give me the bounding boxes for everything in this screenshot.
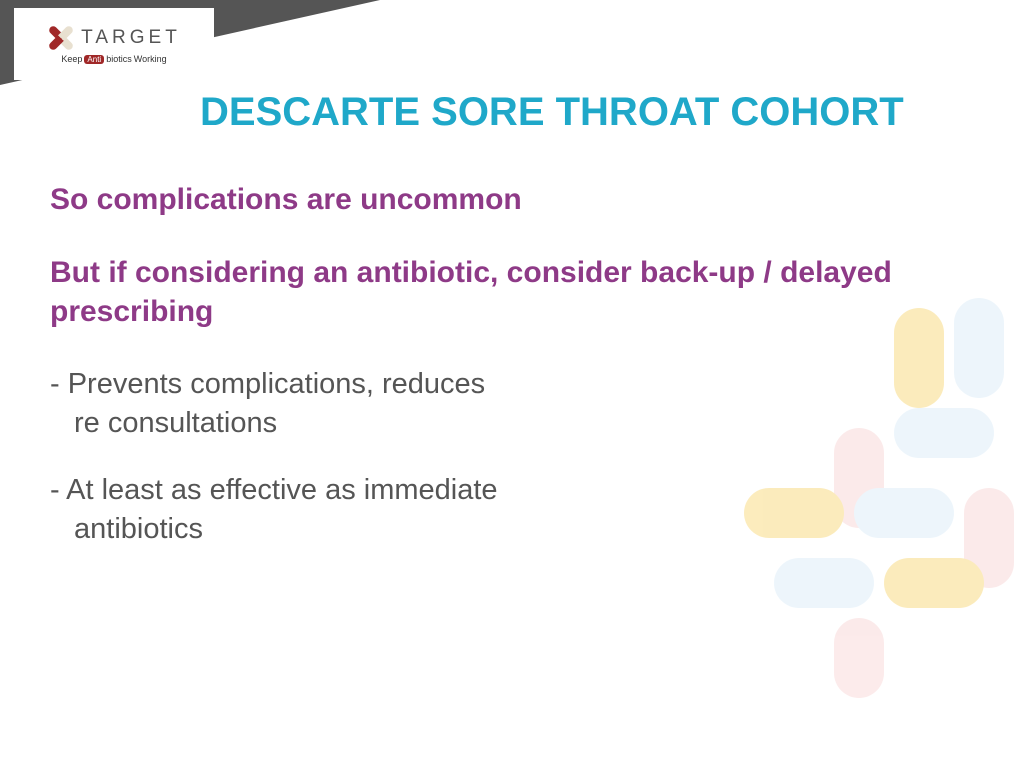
tagline-mid: biotics [106, 54, 132, 64]
tagline-pre: Keep [61, 54, 82, 64]
bullet-1: - Prevents complications, reduces re con… [50, 365, 974, 443]
logo: TARGET Keep Antibiotics Working [14, 8, 214, 80]
bullet-2: - At least as effective as immediate ant… [50, 471, 974, 549]
logo-brand: TARGET [81, 27, 181, 49]
heading-1: So complications are uncommon [50, 180, 974, 219]
pill-icon [834, 618, 884, 698]
logo-tagline: Keep Antibiotics Working [61, 54, 166, 64]
bullet-2-line2: antibiotics [50, 510, 974, 549]
bullet-1-line2: re consultations [50, 404, 974, 443]
tagline-post: Working [134, 54, 167, 64]
content-area: So complications are uncommon But if con… [50, 180, 974, 578]
tagline-pill: Anti [84, 55, 104, 64]
logo-x-icon [47, 24, 75, 52]
bullet-2-line1: - At least as effective as immediate [50, 471, 974, 510]
heading-2: But if considering an antibiotic, consid… [50, 253, 974, 331]
slide-title: DESCARTE SORE THROAT COHORT [200, 90, 1004, 135]
bullet-1-line1: - Prevents complications, reduces [50, 365, 974, 404]
